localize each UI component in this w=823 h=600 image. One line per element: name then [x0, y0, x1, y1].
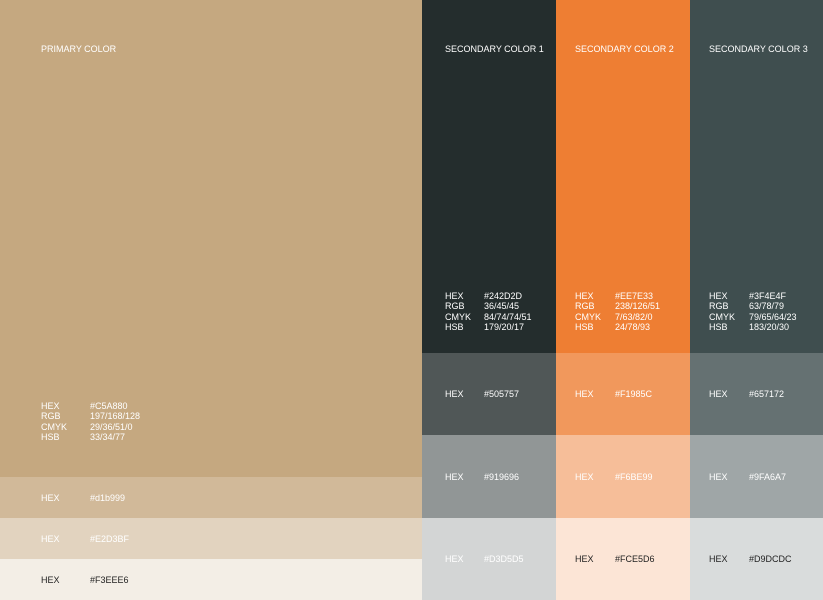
spec-label: RGB: [575, 301, 595, 312]
tint-label: HEX: [445, 554, 464, 564]
tint-block: [690, 517, 823, 600]
spec-value: 29/36/51/0: [90, 421, 133, 432]
spec-value: 7/63/82/0: [615, 311, 653, 322]
spec-value: 36/45/45: [484, 301, 520, 312]
spec-label: RGB: [445, 301, 465, 312]
tint-block: [690, 435, 823, 518]
tint-value: #9FA6A7: [749, 471, 787, 482]
tint-block: [0, 518, 422, 559]
tint-label: HEX: [709, 389, 728, 400]
tint-block: [422, 517, 556, 600]
tint-block: [556, 435, 690, 518]
spec-label: HEX: [575, 291, 594, 301]
spec-value: 183/20/30: [749, 321, 790, 332]
tint-label: HEX: [575, 471, 594, 482]
tint-label: HEX: [709, 471, 728, 482]
color-title: PRIMARY COLOR: [41, 44, 117, 54]
tint-value: #505757: [484, 389, 520, 400]
tint-label: HEX: [41, 533, 60, 544]
tint-block: [0, 559, 422, 600]
tint-block: [422, 353, 556, 436]
tint-block: [0, 477, 422, 518]
color-block: [422, 0, 556, 353]
tint-block: [690, 353, 823, 436]
spec-value: 63/78/79: [749, 301, 785, 312]
spec-label: CMYK: [575, 311, 602, 322]
spec-value: #242D2D: [484, 291, 523, 301]
tint-value: #657172: [749, 389, 785, 400]
spec-label: RGB: [41, 411, 61, 422]
spec-label: HEX: [709, 291, 728, 301]
tint-value: #D9DCDC: [749, 554, 792, 564]
spec-label: HEX: [41, 401, 60, 411]
tint-value: #E2D3BF: [90, 533, 130, 544]
tint-label: HEX: [445, 471, 464, 482]
spec-value: 179/20/17: [484, 321, 525, 332]
spec-value: #C5A880: [90, 401, 128, 411]
color-title: SECONDARY COLOR 3: [709, 44, 808, 54]
spec-label: HSB: [575, 321, 594, 332]
tint-value: #d1b999: [90, 492, 126, 503]
spec-value: 79/65/64/23: [749, 311, 797, 322]
spec-label: HEX: [445, 291, 464, 301]
tint-value: #F1985C: [615, 389, 653, 400]
color-title: SECONDARY COLOR 1: [445, 44, 544, 54]
spec-label: CMYK: [41, 421, 68, 432]
tint-value: #919696: [484, 471, 520, 482]
spec-label: HSB: [41, 431, 60, 442]
spec-value: 238/126/51: [615, 301, 661, 312]
tint-label: HEX: [41, 574, 60, 585]
tint-block: [556, 517, 690, 600]
color-title: SECONDARY COLOR 2: [575, 44, 674, 54]
spec-label: HSB: [445, 321, 464, 332]
spec-value: #3F4E4F: [749, 291, 787, 301]
color-block: [556, 0, 690, 353]
tint-label: HEX: [445, 389, 464, 400]
spec-label: CMYK: [709, 311, 736, 322]
tint-value: #F3EEE6: [90, 574, 129, 585]
tint-value: #FCE5D6: [615, 554, 655, 564]
tint-value: #F6BE99: [615, 471, 653, 482]
spec-value: #EE7E33: [615, 291, 654, 301]
spec-value: 33/34/77: [90, 431, 126, 442]
spec-label: CMYK: [445, 311, 472, 322]
spec-label: HSB: [709, 321, 728, 332]
tint-label: HEX: [575, 554, 594, 564]
tint-label: HEX: [709, 554, 728, 564]
tint-block: [422, 435, 556, 518]
color-block: [690, 0, 823, 353]
spec-value: 197/168/128: [90, 411, 141, 422]
color-block: [0, 0, 422, 477]
spec-label: RGB: [709, 301, 729, 312]
spec-value: 84/74/74/51: [484, 311, 532, 322]
tint-label: HEX: [575, 389, 594, 400]
spec-value: 24/78/93: [615, 321, 651, 332]
tint-value: #D3D5D5: [484, 554, 524, 564]
tint-block: [556, 353, 690, 436]
tint-label: HEX: [41, 492, 60, 503]
